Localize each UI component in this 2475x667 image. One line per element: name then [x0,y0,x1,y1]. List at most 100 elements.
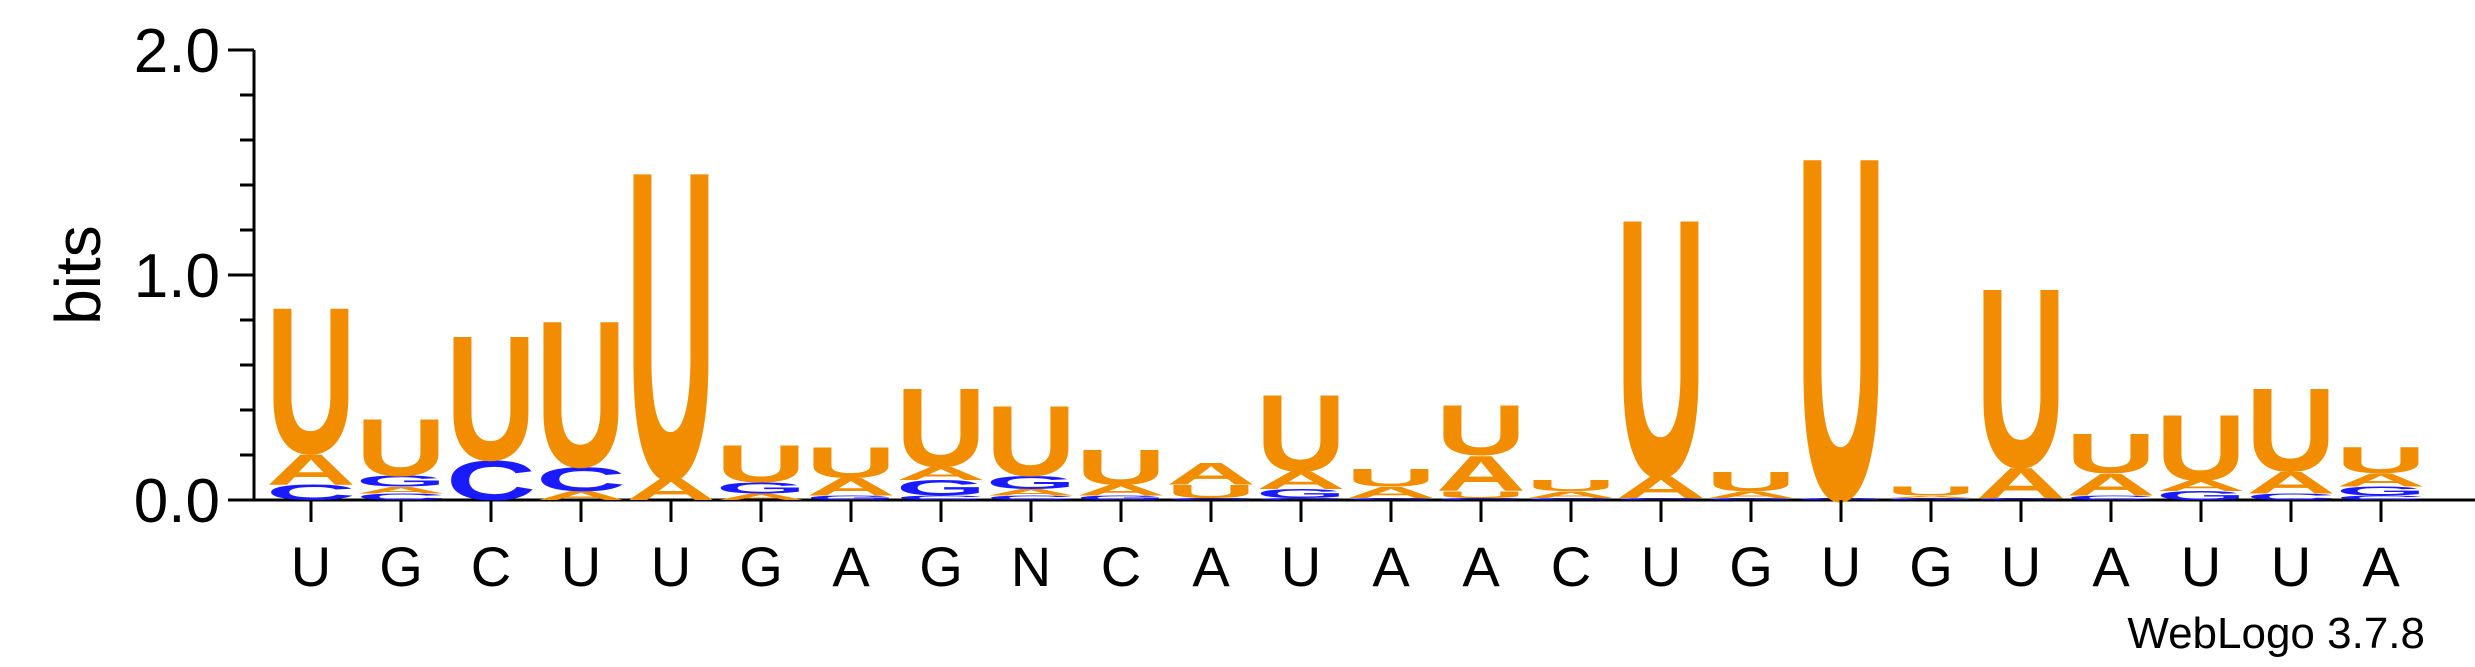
logo-letter-U: U [446,298,536,498]
logo-letter-U: U [2336,440,2426,482]
x-tick-label: G [379,535,423,598]
logo-letter-A: A [1886,495,1976,498]
logo-letter-C: C [2066,494,2156,501]
logo-letter-G: G [1706,497,1796,500]
x-tick-label: A [2092,535,2130,598]
x-tick-label: A [2362,535,2400,598]
logo-letter-A: A [806,473,896,501]
logo-letter-C: C [536,460,626,499]
logo-letter-A: A [1976,459,2066,508]
x-tick-label: A [1192,535,1230,598]
x-tick-label: G [1909,535,1953,598]
logo-letter-A: A [1346,484,1436,501]
x-tick-label: U [1821,535,1861,598]
x-tick-label: C [1101,535,1141,598]
logo-letter-U: U [1976,236,2066,522]
logo-letter-A: A [536,489,626,503]
logo-letter-U: U [1256,373,1346,495]
logo-letter-A: A [986,487,1076,497]
logo-letter-C: C [1346,497,1436,500]
logo-letter-U: U [896,365,986,491]
logo-letter-C: C [2336,494,2426,501]
logo-letter-G: G [1886,497,1976,500]
logo-letter-A: A [896,463,986,484]
logo-letter-C: C [1616,497,1706,500]
logo-letter-U: U [1076,439,1166,495]
logo-letter-C: C [986,494,1076,501]
logo-letter-A: A [2336,470,2426,491]
logo-letter-G: G [356,473,446,490]
logo-letter-A: A [266,445,356,494]
logo-letter-C: C [896,494,986,501]
logo-letter-U: U [1616,142,1706,554]
logo-letter-U: U [536,276,626,511]
logo-letter-U: U [1436,489,1526,499]
logo-letter-C: C [1166,497,1256,500]
logo-letter-U: U [1706,466,1796,497]
logo-letter-A: A [1616,469,1706,504]
logo-letter-A: A [356,485,446,495]
x-tick-label: A [832,535,870,598]
logo-letter-G: G [716,479,806,496]
logo-letter-A: A [1166,456,1256,491]
logo-letter-A: A [1436,445,1526,501]
y-tick-label: 0.0 [134,467,220,536]
logo-letter-G: G [2336,484,2426,498]
x-tick-label: A [1372,535,1410,598]
logo-letter-G: G [1076,494,1166,501]
logo-letter-U: U [266,263,356,498]
logo-letter-U: U [626,79,716,571]
logo-letter-A: A [1706,489,1796,499]
logo-letter-G: G [2156,489,2246,503]
x-tick-label: C [471,535,511,598]
y-tick-label: 2.0 [134,17,220,86]
x-tick-label: A [1462,535,1500,598]
x-tick-label: U [561,535,601,598]
logo-letter-A: A [1076,482,1166,499]
logo-letter-U: U [1346,464,1436,492]
x-tick-label: G [739,535,783,598]
logo-letter-G: G [1256,487,1346,501]
x-tick-label: N [1011,535,1051,598]
logo-letter-A: A [2246,465,2336,500]
logo-letter-U: U [1886,484,1976,498]
x-tick-label: U [2181,535,2221,598]
logo-letter-U: U [2066,423,2156,485]
logo-letter-U: U [356,403,446,493]
logo-letter-C: C [2246,492,2336,502]
logo-letter-C: C [1976,497,2066,500]
logo-letter-U: U [2246,365,2336,497]
y-axis-ticks: 0.0 1.0 2.0 [134,17,254,536]
logo-letter-C: C [1436,497,1526,500]
logo-letter-U: U [2156,395,2246,500]
logo-letter-U: U [1166,481,1256,502]
logo-letter-U: U [1436,391,1526,471]
x-tick-label: U [1641,535,1681,598]
y-tick-label: 1.0 [134,242,220,311]
x-tick-label: U [1281,535,1321,598]
x-tick-label: G [919,535,963,598]
x-tick-label: G [1729,535,1773,598]
x-tick-label: C [1551,535,1591,598]
logo-letter-A: A [1526,489,1616,499]
logo-letter-A: A [1256,466,1346,494]
y-axis-label: bits [42,225,114,325]
x-tick-label: U [2001,535,2041,598]
logo-letter-C: C [356,492,446,502]
logo-letter-G: G [986,472,1076,493]
logo-letter-G: G [1796,497,1886,500]
logo-letter-U: U [1526,477,1616,494]
logo-letter-A: A [2156,477,2246,494]
x-tick-label: U [2271,535,2311,598]
weblogo-credit: WebLogo 3.7.8 [2127,609,2425,658]
logo-letter-C: C [1256,497,1346,500]
logo-letter-C: C [1526,497,1616,500]
logo-letter-U: U [716,434,806,493]
x-tick-label: U [651,535,691,598]
logo-letter-U: U [986,385,1076,497]
logo-letter-G: G [806,494,896,501]
logo-letter-G: G [896,476,986,500]
